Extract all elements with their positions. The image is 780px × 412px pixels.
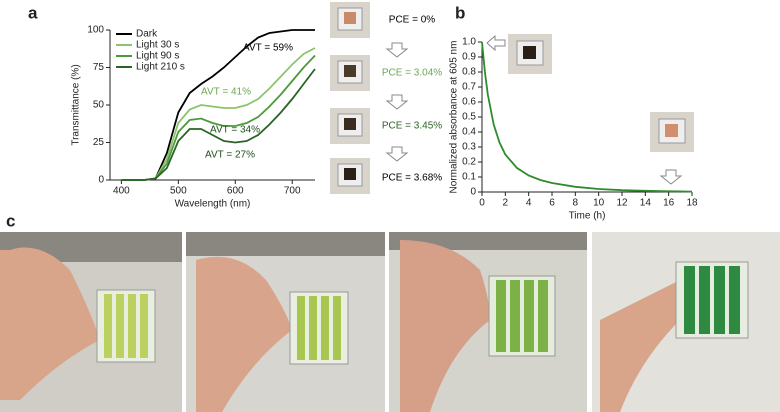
- legend-label: Light 210 s: [136, 62, 185, 73]
- x-tick-label: 500: [170, 186, 187, 197]
- y-axis-label: Normalized absorbance at 605 nm: [449, 41, 460, 194]
- series-line: [121, 54, 316, 181]
- device-photos: [486, 34, 694, 185]
- x-tick-label: 2: [503, 198, 509, 209]
- legend-label: Light 90 s: [136, 51, 179, 62]
- x-tick-label: 4: [526, 198, 532, 209]
- y-tick-label: 0.7: [462, 82, 476, 93]
- y-tick-label: 0.1: [462, 172, 476, 183]
- y-tick-label: 0.3: [462, 142, 476, 153]
- annotation: AVT = 41%: [201, 87, 251, 98]
- pce-label: PCE = 0%: [389, 15, 436, 26]
- y-tick-label: 0: [470, 187, 476, 198]
- y-tick-label: 75: [93, 62, 105, 73]
- x-tick-label: 18: [686, 198, 698, 209]
- y-axis-label: Transmittance (%): [71, 64, 82, 145]
- legend-label: Dark: [136, 29, 158, 40]
- y-tick-label: 25: [93, 137, 105, 148]
- series-line: [481, 41, 693, 193]
- x-tick-label: 600: [227, 186, 244, 197]
- y-tick-label: 0.6: [462, 97, 476, 108]
- annotation: AVT = 59%: [243, 43, 293, 54]
- legend-label: Light 30 s: [136, 40, 179, 51]
- series-line: [121, 68, 316, 181]
- y-tick-label: 0.2: [462, 157, 476, 168]
- y-tick-label: 0.9: [462, 52, 476, 63]
- panel-label: b: [455, 3, 465, 22]
- y-tick-label: 1.0: [462, 37, 476, 48]
- x-tick-label: 6: [549, 198, 555, 209]
- x-tick-label: 16: [663, 198, 675, 209]
- y-tick-label: 0.5: [462, 112, 476, 123]
- x-tick-label: 0: [479, 198, 485, 209]
- x-tick-label: 8: [573, 198, 579, 209]
- annotation: AVT = 27%: [205, 150, 255, 161]
- x-tick-label: 12: [616, 198, 628, 209]
- panel-label: a: [28, 3, 38, 22]
- x-tick-label: 400: [113, 186, 130, 197]
- x-tick-label: 14: [640, 198, 652, 209]
- panel-label: c: [6, 211, 15, 230]
- pce-label: PCE = 3.68%: [382, 173, 442, 184]
- photos: [0, 232, 780, 412]
- x-axis-label: Wavelength (nm): [175, 199, 251, 210]
- device-photos: [330, 2, 409, 194]
- y-tick-label: 50: [93, 100, 105, 111]
- annotation: AVT = 34%: [210, 125, 260, 136]
- y-tick-label: 0.8: [462, 67, 476, 78]
- y-tick-label: 0: [98, 175, 104, 186]
- pce-label: PCE = 3.04%: [382, 68, 442, 79]
- y-tick-label: 0.4: [462, 127, 476, 138]
- x-axis-label: Time (h): [569, 211, 606, 222]
- x-tick-label: 700: [284, 186, 301, 197]
- pce-label: PCE = 3.45%: [382, 121, 442, 132]
- x-tick-label: 10: [593, 198, 605, 209]
- y-tick-label: 100: [87, 25, 104, 36]
